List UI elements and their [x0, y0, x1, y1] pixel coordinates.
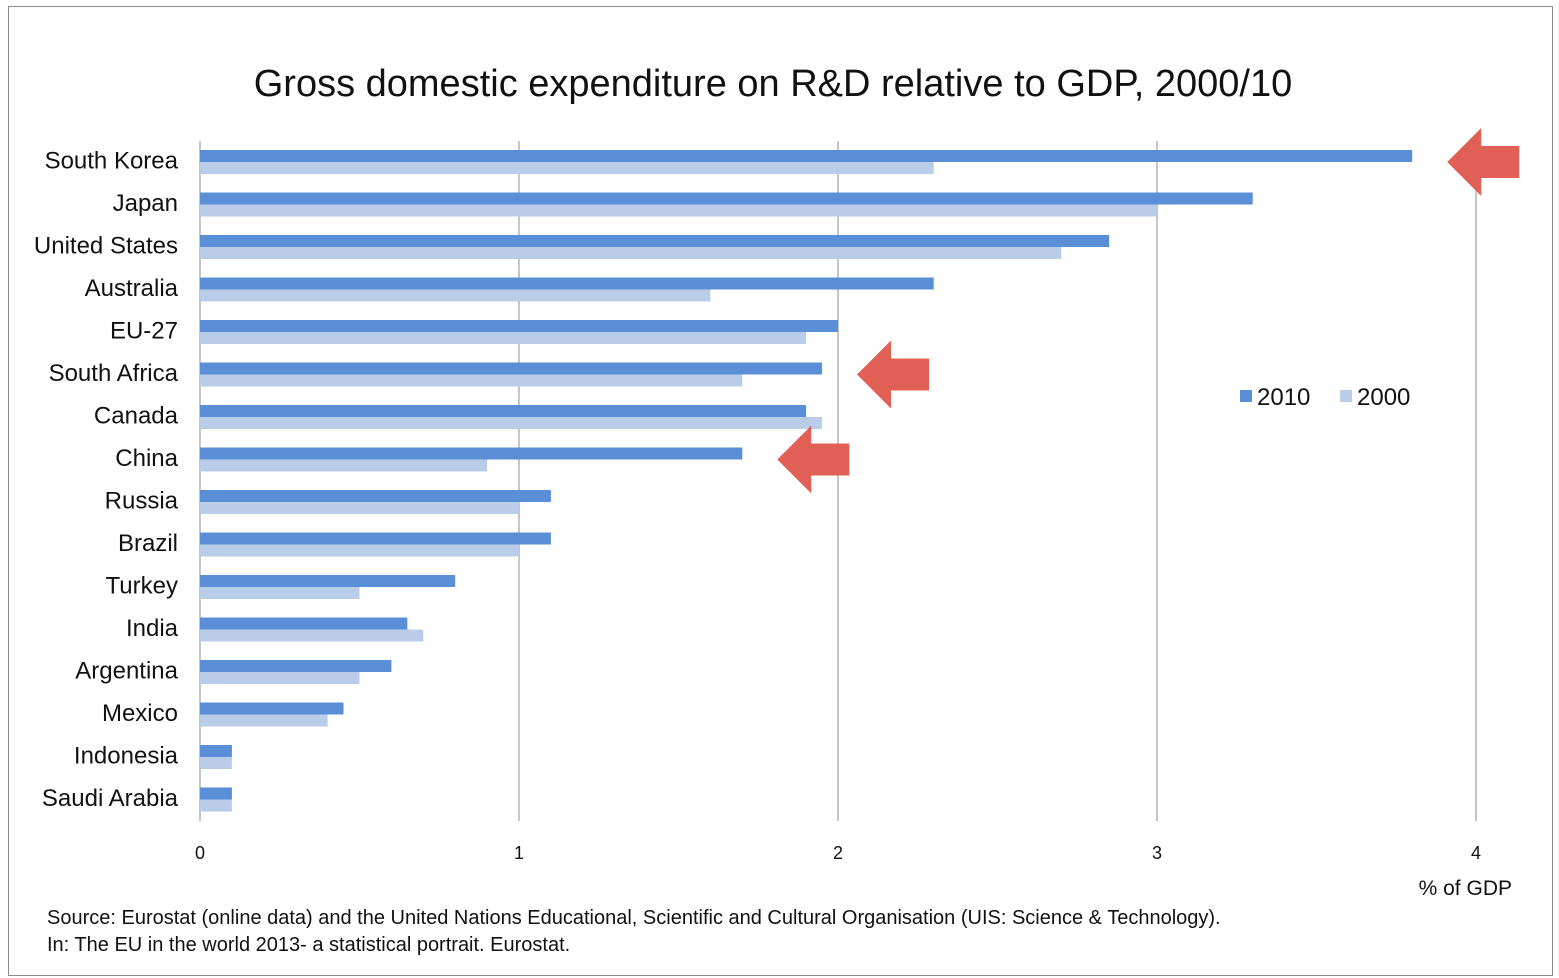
bar-2010-japan [200, 192, 1253, 205]
bar-2000-united-states [200, 247, 1062, 259]
bar-2000-china [200, 459, 488, 472]
bar-2010-south-korea [200, 150, 1413, 162]
bar-2000-australia [200, 289, 711, 302]
bar-2010-south-africa [200, 362, 823, 375]
x-axis-label: % of GDP [1419, 877, 1512, 900]
annotation-arrows [777, 128, 1520, 494]
category-label: Indonesia [74, 742, 179, 769]
x-tick-label: 2 [833, 843, 843, 863]
category-label: Japan [113, 190, 178, 217]
bar-2010-india [200, 617, 408, 630]
bar-2010-canada [200, 405, 807, 417]
category-label: Russia [105, 487, 179, 514]
bar-2000-indonesia [200, 757, 232, 769]
category-label: South Africa [49, 360, 179, 387]
x-tick-label: 0 [195, 843, 205, 863]
bar-2010-turkey [200, 575, 456, 587]
category-label: Brazil [118, 530, 178, 557]
chart-title: Gross domestic expenditure on R&D relati… [254, 63, 1293, 105]
bar-2010-mexico [200, 702, 344, 715]
bar-2000-south-korea [200, 162, 934, 174]
bar-2010-australia [200, 277, 934, 290]
bar-2000-south-africa [200, 374, 743, 387]
bar-2000-brazil [200, 544, 519, 557]
bar-2000-india [200, 629, 424, 642]
legend-swatch-2000 [1340, 390, 1352, 402]
bar-2000-canada [200, 417, 823, 429]
bar-2010-china [200, 447, 743, 460]
category-label: Saudi Arabia [42, 785, 179, 812]
legend-label-2000: 2000 [1357, 384, 1410, 411]
source-line-2: In: The EU in the world 2013- a statisti… [47, 934, 571, 956]
x-tick-label: 1 [514, 843, 524, 863]
bar-2000-turkey [200, 587, 360, 599]
bars [200, 150, 1413, 812]
source-note: Source: Eurostat (online data) and the U… [47, 905, 1221, 959]
bar-2010-eu-27 [200, 320, 838, 332]
arrow-south-korea [1447, 128, 1520, 196]
bar-2000-argentina [200, 672, 360, 684]
legend-swatch-2010 [1240, 390, 1252, 402]
bar-2010-russia [200, 490, 551, 502]
category-label: India [126, 615, 179, 642]
x-tick-label: 4 [1471, 843, 1481, 863]
arrow-china [777, 425, 850, 494]
bar-2010-united-states [200, 235, 1110, 247]
bar-2000-russia [200, 502, 519, 514]
category-labels: South Korea Japan United States Australia EU… [34, 147, 179, 812]
source-line-1: Source: Eurostat (online data) and the U… [47, 907, 1221, 929]
bar-2000-mexico [200, 714, 328, 727]
category-label: United States [34, 232, 178, 259]
bar-2010-argentina [200, 660, 392, 672]
bar-2000-eu-27 [200, 332, 807, 344]
legend-label-2010: 2010 [1257, 384, 1310, 411]
category-label: South Korea [45, 147, 179, 174]
category-label: Turkey [106, 572, 178, 599]
bar-2000-japan [200, 204, 1157, 217]
bar-2000-saudi-arabia [200, 799, 232, 812]
category-label: Argentina [75, 657, 178, 684]
bar-2010-brazil [200, 532, 551, 545]
x-tick-labels: 0 1 2 3 4 [195, 843, 1481, 863]
bar-2010-saudi-arabia [200, 787, 232, 800]
category-label: Australia [85, 275, 179, 302]
category-label: EU-27 [110, 317, 178, 344]
legend: 2010 2000 [1240, 384, 1410, 411]
category-label: China [115, 445, 178, 472]
arrow-south-africa [857, 340, 930, 409]
x-tick-label: 3 [1152, 843, 1162, 863]
category-label: Canada [94, 402, 179, 429]
bar-2010-indonesia [200, 745, 232, 757]
category-label: Mexico [102, 700, 178, 727]
